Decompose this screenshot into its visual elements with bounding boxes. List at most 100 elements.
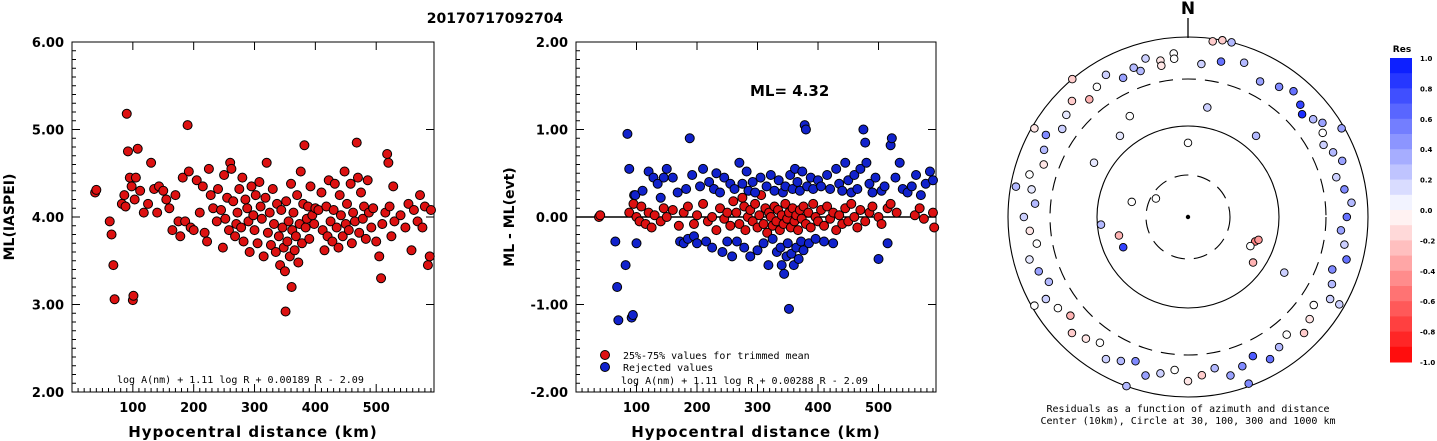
data-point xyxy=(351,137,362,148)
residual-point xyxy=(1127,197,1136,207)
data-point xyxy=(698,163,709,174)
residual-point xyxy=(1067,96,1077,106)
data-point xyxy=(637,185,648,196)
data-point xyxy=(767,233,778,244)
data-point xyxy=(747,177,758,187)
data-point xyxy=(652,178,663,189)
data-point xyxy=(408,205,419,215)
ring-1000km xyxy=(1007,36,1369,398)
data-point xyxy=(776,260,787,271)
data-point xyxy=(250,190,261,201)
data-point xyxy=(383,157,394,168)
data-point xyxy=(722,236,733,247)
data-point xyxy=(234,184,245,194)
colorbar-block xyxy=(1390,73,1412,89)
data-point xyxy=(894,157,905,168)
residual-point xyxy=(1332,173,1341,182)
data-point xyxy=(775,242,786,253)
data-point xyxy=(918,213,929,224)
data-point xyxy=(672,187,683,198)
data-point xyxy=(415,190,426,201)
y-tick-label: 2.00 xyxy=(536,36,568,51)
x-tick-label: 300 xyxy=(241,401,268,416)
data-point xyxy=(729,184,740,194)
residual-point xyxy=(1011,182,1021,191)
data-point xyxy=(242,203,253,214)
residual-point xyxy=(1216,57,1226,66)
x-tick-label: 300 xyxy=(744,401,771,416)
data-point xyxy=(627,310,638,320)
data-point xyxy=(286,282,297,292)
residual-point xyxy=(1131,357,1140,366)
x-tick-label: 200 xyxy=(683,401,710,416)
residual-point xyxy=(1101,70,1111,80)
data-point xyxy=(924,166,935,177)
y-tick-label: 1.00 xyxy=(536,124,568,139)
data-point xyxy=(741,166,752,177)
data-point xyxy=(631,238,642,249)
data-point xyxy=(688,219,699,229)
residual-point xyxy=(1030,301,1039,310)
residual-point xyxy=(1125,111,1135,121)
data-point xyxy=(822,170,833,180)
residual-panel: -2.00 -1.00 0.00 1.00 2.00 100 200 300 400 500 M… xyxy=(502,36,940,441)
data-point xyxy=(341,198,352,209)
data-point xyxy=(120,201,131,212)
data-point xyxy=(725,220,736,231)
residual-point xyxy=(1336,226,1346,235)
colorbar-block xyxy=(1390,286,1412,302)
data-point xyxy=(793,254,804,264)
legend-rejected-marker xyxy=(600,362,610,372)
residual-point xyxy=(1129,63,1138,73)
colorbar-block xyxy=(1390,149,1412,165)
data-point xyxy=(819,220,830,231)
data-point xyxy=(143,198,154,209)
colorbar-tick-label: -0.6 xyxy=(1420,298,1435,306)
residual-point xyxy=(1246,241,1255,251)
azimuth-caption-line2: Center (10km), Circle at 30, 100, 300 an… xyxy=(1040,416,1335,427)
azimuth-panel: N Residuals as a function of azimuth and… xyxy=(1007,0,1369,427)
residual-point xyxy=(1308,114,1318,124)
residual-point xyxy=(1115,131,1125,141)
colorbar-title: Res xyxy=(1393,45,1411,55)
data-point xyxy=(717,247,728,257)
colorbar-tick-label: 0.6 xyxy=(1420,116,1433,124)
data-point xyxy=(661,163,672,174)
data-point xyxy=(646,222,657,233)
data-point xyxy=(737,178,748,189)
data-point xyxy=(750,198,761,209)
residual-point xyxy=(1136,66,1145,76)
colorbar-block xyxy=(1390,225,1412,241)
data-point xyxy=(240,194,251,205)
colorbar-block xyxy=(1390,58,1412,74)
data-point xyxy=(191,175,202,186)
data-point xyxy=(701,236,712,247)
residual-point xyxy=(1274,82,1284,92)
x-tick-label: 500 xyxy=(363,401,390,416)
data-point xyxy=(909,210,920,221)
colorbar-block xyxy=(1390,301,1412,317)
residual-point xyxy=(1183,138,1193,148)
data-point xyxy=(205,190,216,201)
data-point xyxy=(750,187,761,198)
data-point xyxy=(296,238,307,249)
residual-point xyxy=(1027,185,1036,194)
residual-point xyxy=(1030,199,1040,208)
residual-point xyxy=(1203,103,1212,112)
colorbar-block xyxy=(1390,255,1412,272)
data-point xyxy=(254,177,265,187)
residual-point xyxy=(1227,38,1236,47)
residual-point xyxy=(1025,255,1034,264)
residual-x-axis-label: Hypocentral distance (km) xyxy=(631,423,881,441)
data-point xyxy=(780,198,791,209)
data-point xyxy=(158,185,169,196)
data-point xyxy=(283,216,294,227)
ring-30km xyxy=(1145,174,1231,260)
data-point xyxy=(202,236,213,247)
colorbar-block xyxy=(1390,118,1412,135)
data-point xyxy=(211,216,222,227)
residual-point xyxy=(1183,376,1193,386)
colorbar-tick-label: -1.0 xyxy=(1420,359,1435,367)
data-point xyxy=(860,137,871,148)
